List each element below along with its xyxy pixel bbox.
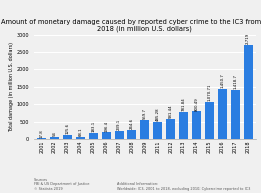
- Text: 54: 54: [52, 132, 57, 136]
- Bar: [244, 45, 253, 139]
- Bar: [218, 89, 227, 139]
- Bar: [115, 131, 123, 139]
- Text: 485.28: 485.28: [156, 108, 160, 121]
- Text: Sources
FBI & US Department of Justice
© Statista 2019: Sources FBI & US Department of Justice ©…: [34, 178, 89, 191]
- Text: 1,070.71: 1,070.71: [207, 84, 211, 101]
- Text: 183.1: 183.1: [91, 121, 95, 132]
- Text: 196.4: 196.4: [104, 120, 108, 131]
- Bar: [192, 111, 201, 139]
- Text: 1,450.7: 1,450.7: [220, 73, 224, 88]
- Text: 125.6: 125.6: [66, 123, 69, 134]
- Bar: [63, 135, 72, 139]
- Bar: [205, 102, 214, 139]
- Text: 781.84: 781.84: [182, 97, 186, 111]
- Bar: [50, 137, 59, 139]
- Bar: [37, 138, 46, 139]
- Title: Amount of monetary damage caused by reported cyber crime to the IC3 from 2001 to: Amount of monetary damage caused by repo…: [1, 19, 261, 32]
- Bar: [102, 132, 111, 139]
- Text: 800.49: 800.49: [194, 97, 198, 111]
- Bar: [153, 122, 162, 139]
- Bar: [166, 119, 175, 139]
- Text: 2,719: 2,719: [246, 33, 250, 44]
- Bar: [140, 119, 149, 139]
- Text: 1,418.7: 1,418.7: [233, 74, 237, 89]
- Bar: [127, 130, 137, 139]
- Bar: [89, 133, 98, 139]
- Bar: [76, 137, 85, 139]
- Y-axis label: Total damage (in million U.S. dollars): Total damage (in million U.S. dollars): [9, 42, 14, 132]
- Text: Additional Information:
Worldwide: IC3, 2001 to 2018, excluding 2010; Cybercrime: Additional Information: Worldwide: IC3, …: [117, 182, 251, 191]
- Text: 68.1: 68.1: [78, 127, 82, 136]
- Text: 581.44: 581.44: [169, 105, 173, 118]
- Text: 559.7: 559.7: [143, 108, 147, 119]
- Text: 239.1: 239.1: [117, 119, 121, 130]
- Bar: [231, 90, 240, 139]
- Text: 264.6: 264.6: [130, 118, 134, 129]
- Bar: [179, 112, 188, 139]
- Text: 17.8: 17.8: [40, 129, 44, 138]
